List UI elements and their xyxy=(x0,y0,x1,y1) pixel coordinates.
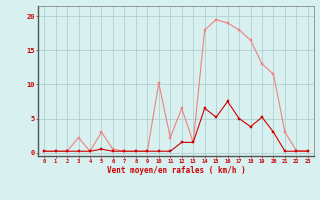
X-axis label: Vent moyen/en rafales ( km/h ): Vent moyen/en rafales ( km/h ) xyxy=(107,166,245,175)
